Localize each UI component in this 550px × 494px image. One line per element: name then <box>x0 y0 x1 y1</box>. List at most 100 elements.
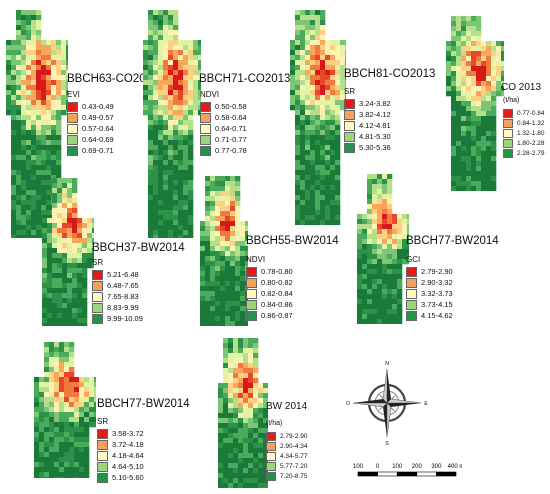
legend-label: 0.84-0.86 <box>261 300 293 309</box>
legend-label: 2.28-2.79 <box>517 149 545 157</box>
field-map-bbch37 <box>42 178 94 326</box>
legend-label: 0.77-0.78 <box>215 146 247 155</box>
legend-entry: 3.82-4.12 <box>344 109 391 120</box>
scale-bar-segment <box>357 471 378 477</box>
legend-entry: 9.99-10.09 <box>92 313 143 324</box>
unit-label: (t/ha) <box>503 97 520 104</box>
legend-label: 1.32-1.80 <box>517 129 545 137</box>
legend-entry: 5.30-5.36 <box>344 142 391 153</box>
legend-label: 0.82-0.84 <box>261 289 293 298</box>
scale-tick-label: 400 m <box>448 464 462 470</box>
legend-swatch <box>97 461 108 472</box>
panel-title: CO 2013 <box>501 82 542 93</box>
legend-swatch <box>200 123 211 134</box>
field-map-bbch71 <box>143 10 201 238</box>
legend-entry: 2.90-3.32 <box>406 277 453 288</box>
legend-swatch <box>92 313 103 324</box>
legend-label: 2.90-3.32 <box>421 278 453 287</box>
legend-entry: 3.58-3.72 <box>97 428 144 439</box>
field-map-bbch81 <box>290 10 346 225</box>
index-label: EVI <box>67 90 80 99</box>
compass-south-label: S <box>385 441 389 446</box>
legend-entry: 0.77-0.84 <box>503 108 544 118</box>
scale-bar-segment <box>396 471 418 477</box>
legend-entry: 0.71-0.77 <box>200 134 247 145</box>
legend-label: 0.58-0.64 <box>215 113 247 122</box>
legend-entry: 2.90-4.34 <box>266 441 307 451</box>
legend-swatch <box>92 280 103 291</box>
legend-entry: 5.77-7.20 <box>266 461 307 471</box>
legend-entry: 4.15-4.62 <box>406 310 453 321</box>
legend-swatch <box>246 310 257 321</box>
legend-entry: 4.64-5.10 <box>97 461 144 472</box>
legend-swatch <box>246 288 257 299</box>
legend-label: 0.71-0.77 <box>215 135 247 144</box>
index-label: SR <box>92 258 104 267</box>
legend-swatch <box>200 101 211 112</box>
legend-swatch <box>503 118 513 128</box>
legend-entry: 8.83-9.99 <box>92 302 143 313</box>
scale-tick-label: 100 <box>353 464 364 470</box>
unit-label: (t/ha) <box>266 420 283 427</box>
legend-label: 3.32-3.73 <box>421 289 453 298</box>
legend-label: 5.30-5.36 <box>359 143 391 152</box>
legend-swatch <box>503 148 513 158</box>
legend-entry: 4.18-4.64 <box>97 450 144 461</box>
compass-north-label: N <box>385 361 389 367</box>
legend-swatch <box>97 450 108 461</box>
legend-swatch <box>97 439 108 450</box>
legend-entry: 1.80-2.28 <box>503 138 544 148</box>
legend-label: 5.10-5.60 <box>112 473 144 482</box>
legend-swatch <box>344 120 355 131</box>
legend-label: 0.50-0.58 <box>215 102 247 111</box>
scale-bar-segment <box>377 471 398 477</box>
legend-bbch63: 0.43-0.49 0.49-0.57 0.57-0.64 0.64-0.69 0.69… <box>67 101 114 156</box>
legend-swatch <box>503 138 513 148</box>
legend-label: 2.90-4.34 <box>280 442 308 450</box>
legend-swatch <box>344 98 355 109</box>
legend-swatch <box>200 145 211 156</box>
legend-swatch <box>503 108 513 118</box>
legend-swatch <box>67 112 78 123</box>
scale-bar-segment <box>416 471 437 477</box>
legend-swatch <box>406 266 417 277</box>
legend-entry: 0.78-0.80 <box>246 266 293 277</box>
compass-rose-icon: N S E O <box>346 361 428 446</box>
panel-title: BBCH55-BW2014 <box>246 235 339 247</box>
legend-entry: 3.73-4.15 <box>406 299 453 310</box>
legend-label: 3.73-4.15 <box>421 300 453 309</box>
legend-swatch <box>67 101 78 112</box>
legend-swatch <box>344 109 355 120</box>
legend-label: 9.99-10.09 <box>107 314 143 323</box>
legend-swatch <box>246 266 257 277</box>
legend-swatch <box>67 123 78 134</box>
legend-label: 4.81-5.30 <box>359 132 391 141</box>
legend-entry: 3.32-3.73 <box>406 288 453 299</box>
legend-swatch <box>200 112 211 123</box>
legend-label: 0.69-0.71 <box>82 146 114 155</box>
legend-entry: 4.81-5.30 <box>344 131 391 142</box>
legend-entry: 4.34-5.77 <box>266 451 307 461</box>
legend-swatch <box>266 431 276 441</box>
field-map-co2013-yield <box>446 16 504 191</box>
legend-swatch <box>92 302 103 313</box>
legend-entry: 0.86-0.87 <box>246 310 293 321</box>
legend-entry: 5.21-6.48 <box>92 269 143 280</box>
legend-label: 0.78-0.80 <box>261 267 293 276</box>
legend-entry: 0.77-0.78 <box>200 145 247 156</box>
legend-entry: 4.12-4.81 <box>344 120 391 131</box>
legend-swatch <box>503 128 513 138</box>
compass-west-label: O <box>346 401 350 407</box>
legend-swatch <box>266 471 276 481</box>
legend-co2013: 0.77-0.84 0.84-1.32 1.32-1.80 1.80-2.28 2.28… <box>503 108 544 158</box>
legend-entry: 0.43-0.49 <box>67 101 114 112</box>
legend-bbch77-gci: 2.79-2.90 2.90-3.32 3.32-3.73 3.73-4.15 4.15… <box>406 266 453 321</box>
legend-entry: 0.64-0.69 <box>67 134 114 145</box>
legend-entry: 0.57-0.64 <box>67 123 114 134</box>
scale-bar-segment <box>436 471 457 477</box>
legend-entry: 2.79-2.90 <box>266 431 307 441</box>
legend-swatch <box>92 291 103 302</box>
legend-entry: 1.32-1.80 <box>503 128 544 138</box>
field-map-bbch77-sr <box>34 342 96 478</box>
legend-entry: 0.80-0.82 <box>246 277 293 288</box>
